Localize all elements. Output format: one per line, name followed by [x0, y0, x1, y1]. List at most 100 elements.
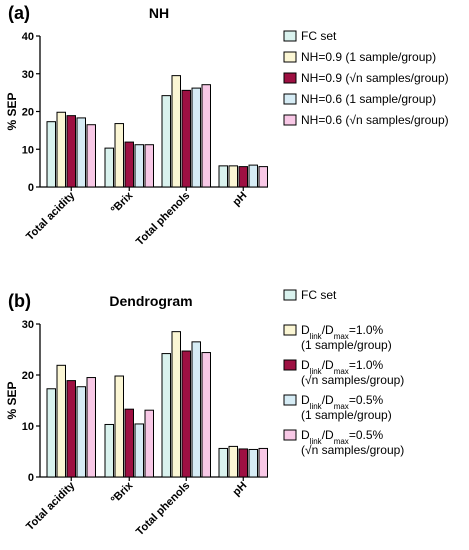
bar: [124, 408, 134, 478]
panel-letter: (b): [8, 291, 31, 311]
bar: [86, 124, 96, 188]
legend-swatch: [283, 30, 297, 42]
x-tick-label: Total acidity: [24, 189, 78, 243]
legend-label: FC set: [301, 29, 337, 43]
legend-label-part: max: [334, 367, 349, 376]
x-tick-label: pH: [231, 190, 250, 209]
y-axis-label: % SEP: [5, 92, 19, 130]
bar: [238, 448, 248, 478]
bar: [76, 117, 86, 188]
bar: [114, 123, 124, 188]
bar: [161, 353, 171, 478]
bar: [181, 89, 191, 188]
bar: [181, 350, 191, 478]
y-tick-label: 30: [22, 69, 34, 81]
chart-title: NH: [149, 5, 169, 21]
legend-label-part: =0.5%: [349, 393, 384, 407]
legend-swatch: [283, 394, 297, 406]
legend-label-part: link: [310, 367, 323, 376]
chart-panel-b: (b) Dendrogram % SEP 0 10 20 30 Total acidity ºB…: [5, 288, 404, 538]
bar: [171, 331, 181, 478]
legend-label-part: =0.5%: [349, 428, 384, 442]
legend: FC set NH=0.9 (1 sample/group) NH=0.9 (√n …: [283, 29, 449, 127]
x-tick-label: ºBrix: [109, 189, 136, 216]
legend-label-part: max: [334, 402, 349, 411]
bar: [171, 75, 181, 188]
bar: [191, 341, 201, 478]
y-tick-label: 0: [28, 472, 34, 484]
bar: [218, 165, 228, 188]
bar: [144, 144, 154, 188]
legend-label-line1: Dlink/Dmax=0.5%: [301, 428, 384, 446]
panel-letter: (a): [8, 3, 30, 23]
bar: [104, 423, 114, 478]
bar: [218, 447, 228, 478]
y-tick-label: 20: [22, 370, 34, 382]
bar: [191, 87, 201, 188]
y-tick-label: 20: [22, 107, 34, 119]
legend-swatch: [283, 72, 297, 84]
legend-label-part: max: [334, 332, 349, 341]
x-tick-label: Total phenols: [134, 480, 192, 538]
legend-label-line1: Dlink/Dmax=0.5%: [301, 393, 384, 411]
legend-label: NH=0.9 (√n samples/group): [301, 71, 449, 85]
bar: [144, 409, 154, 478]
chart-title: Dendrogram: [109, 293, 192, 309]
x-tick-label: Total acidity: [24, 479, 78, 533]
bar: [161, 95, 171, 188]
bar: [228, 165, 238, 188]
y-tick-label: 10: [22, 144, 34, 156]
bar: [228, 445, 238, 478]
bar: [134, 144, 144, 188]
legend-swatch: [283, 51, 297, 63]
legend-label-part: =1.0%: [349, 358, 384, 372]
legend-swatch: [283, 289, 297, 301]
y-tick-label: 30: [22, 319, 34, 331]
legend-swatch: [283, 359, 297, 371]
legend-label-part: link: [310, 437, 323, 446]
legend-label-part: /D: [322, 428, 334, 442]
x-tick-label: ºBrix: [109, 479, 136, 506]
legend-label-line2: (√n samples/group): [301, 443, 404, 457]
legend-label-line1: Dlink/Dmax=1.0%: [301, 358, 384, 376]
bar: [56, 364, 66, 478]
bar: [104, 147, 114, 188]
bar: [56, 111, 66, 188]
bar: [248, 448, 258, 478]
legend-label-part: D: [301, 428, 310, 442]
legend-label-line2: (1 sample/group): [301, 338, 392, 352]
legend-label-part: /D: [322, 323, 334, 337]
legend-swatch: [283, 324, 297, 336]
bar: [46, 121, 56, 188]
legend-label: FC set: [301, 288, 337, 302]
bar: [66, 380, 76, 478]
legend-label: NH=0.6 (√n samples/group): [301, 113, 449, 127]
y-tick-label: 40: [22, 31, 34, 43]
legend-label-part: max: [334, 437, 349, 446]
legend-label: NH=0.6 (1 sample/group): [301, 92, 436, 106]
bar: [238, 166, 248, 188]
chart-panel-a: (a) NH % SEP 0 10 20 30 40 Total acidity ºBrixTot…: [5, 3, 449, 248]
legend-label-part: D: [301, 323, 310, 337]
legend-label-line1: Dlink/Dmax=1.0%: [301, 323, 384, 341]
bar: [201, 352, 211, 478]
bar: [248, 164, 258, 188]
legend-label-part: /D: [322, 358, 334, 372]
legend-label: NH=0.9 (1 sample/group): [301, 50, 436, 64]
y-tick-label: 10: [22, 421, 34, 433]
bar: [124, 141, 134, 188]
legend-swatch: [283, 429, 297, 441]
x-tick-label: pH: [231, 480, 250, 499]
bar: [46, 388, 56, 478]
bar: [201, 84, 211, 188]
legend-label-line2: (√n samples/group): [301, 373, 404, 387]
y-axis-label: % SEP: [5, 381, 19, 419]
bar: [258, 166, 268, 188]
legend-swatch: [283, 93, 297, 105]
bar: [258, 447, 268, 478]
legend-swatch: [283, 114, 297, 126]
legend-label-part: D: [301, 358, 310, 372]
legend-label-part: D: [301, 393, 310, 407]
